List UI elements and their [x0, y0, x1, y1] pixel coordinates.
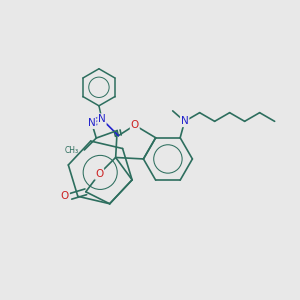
Text: O: O [61, 191, 69, 201]
Text: N: N [98, 114, 106, 124]
Text: N: N [181, 116, 188, 126]
Text: CH₃: CH₃ [64, 146, 78, 154]
Text: O: O [95, 169, 103, 179]
Text: O: O [130, 120, 139, 130]
Text: N: N [88, 118, 96, 128]
